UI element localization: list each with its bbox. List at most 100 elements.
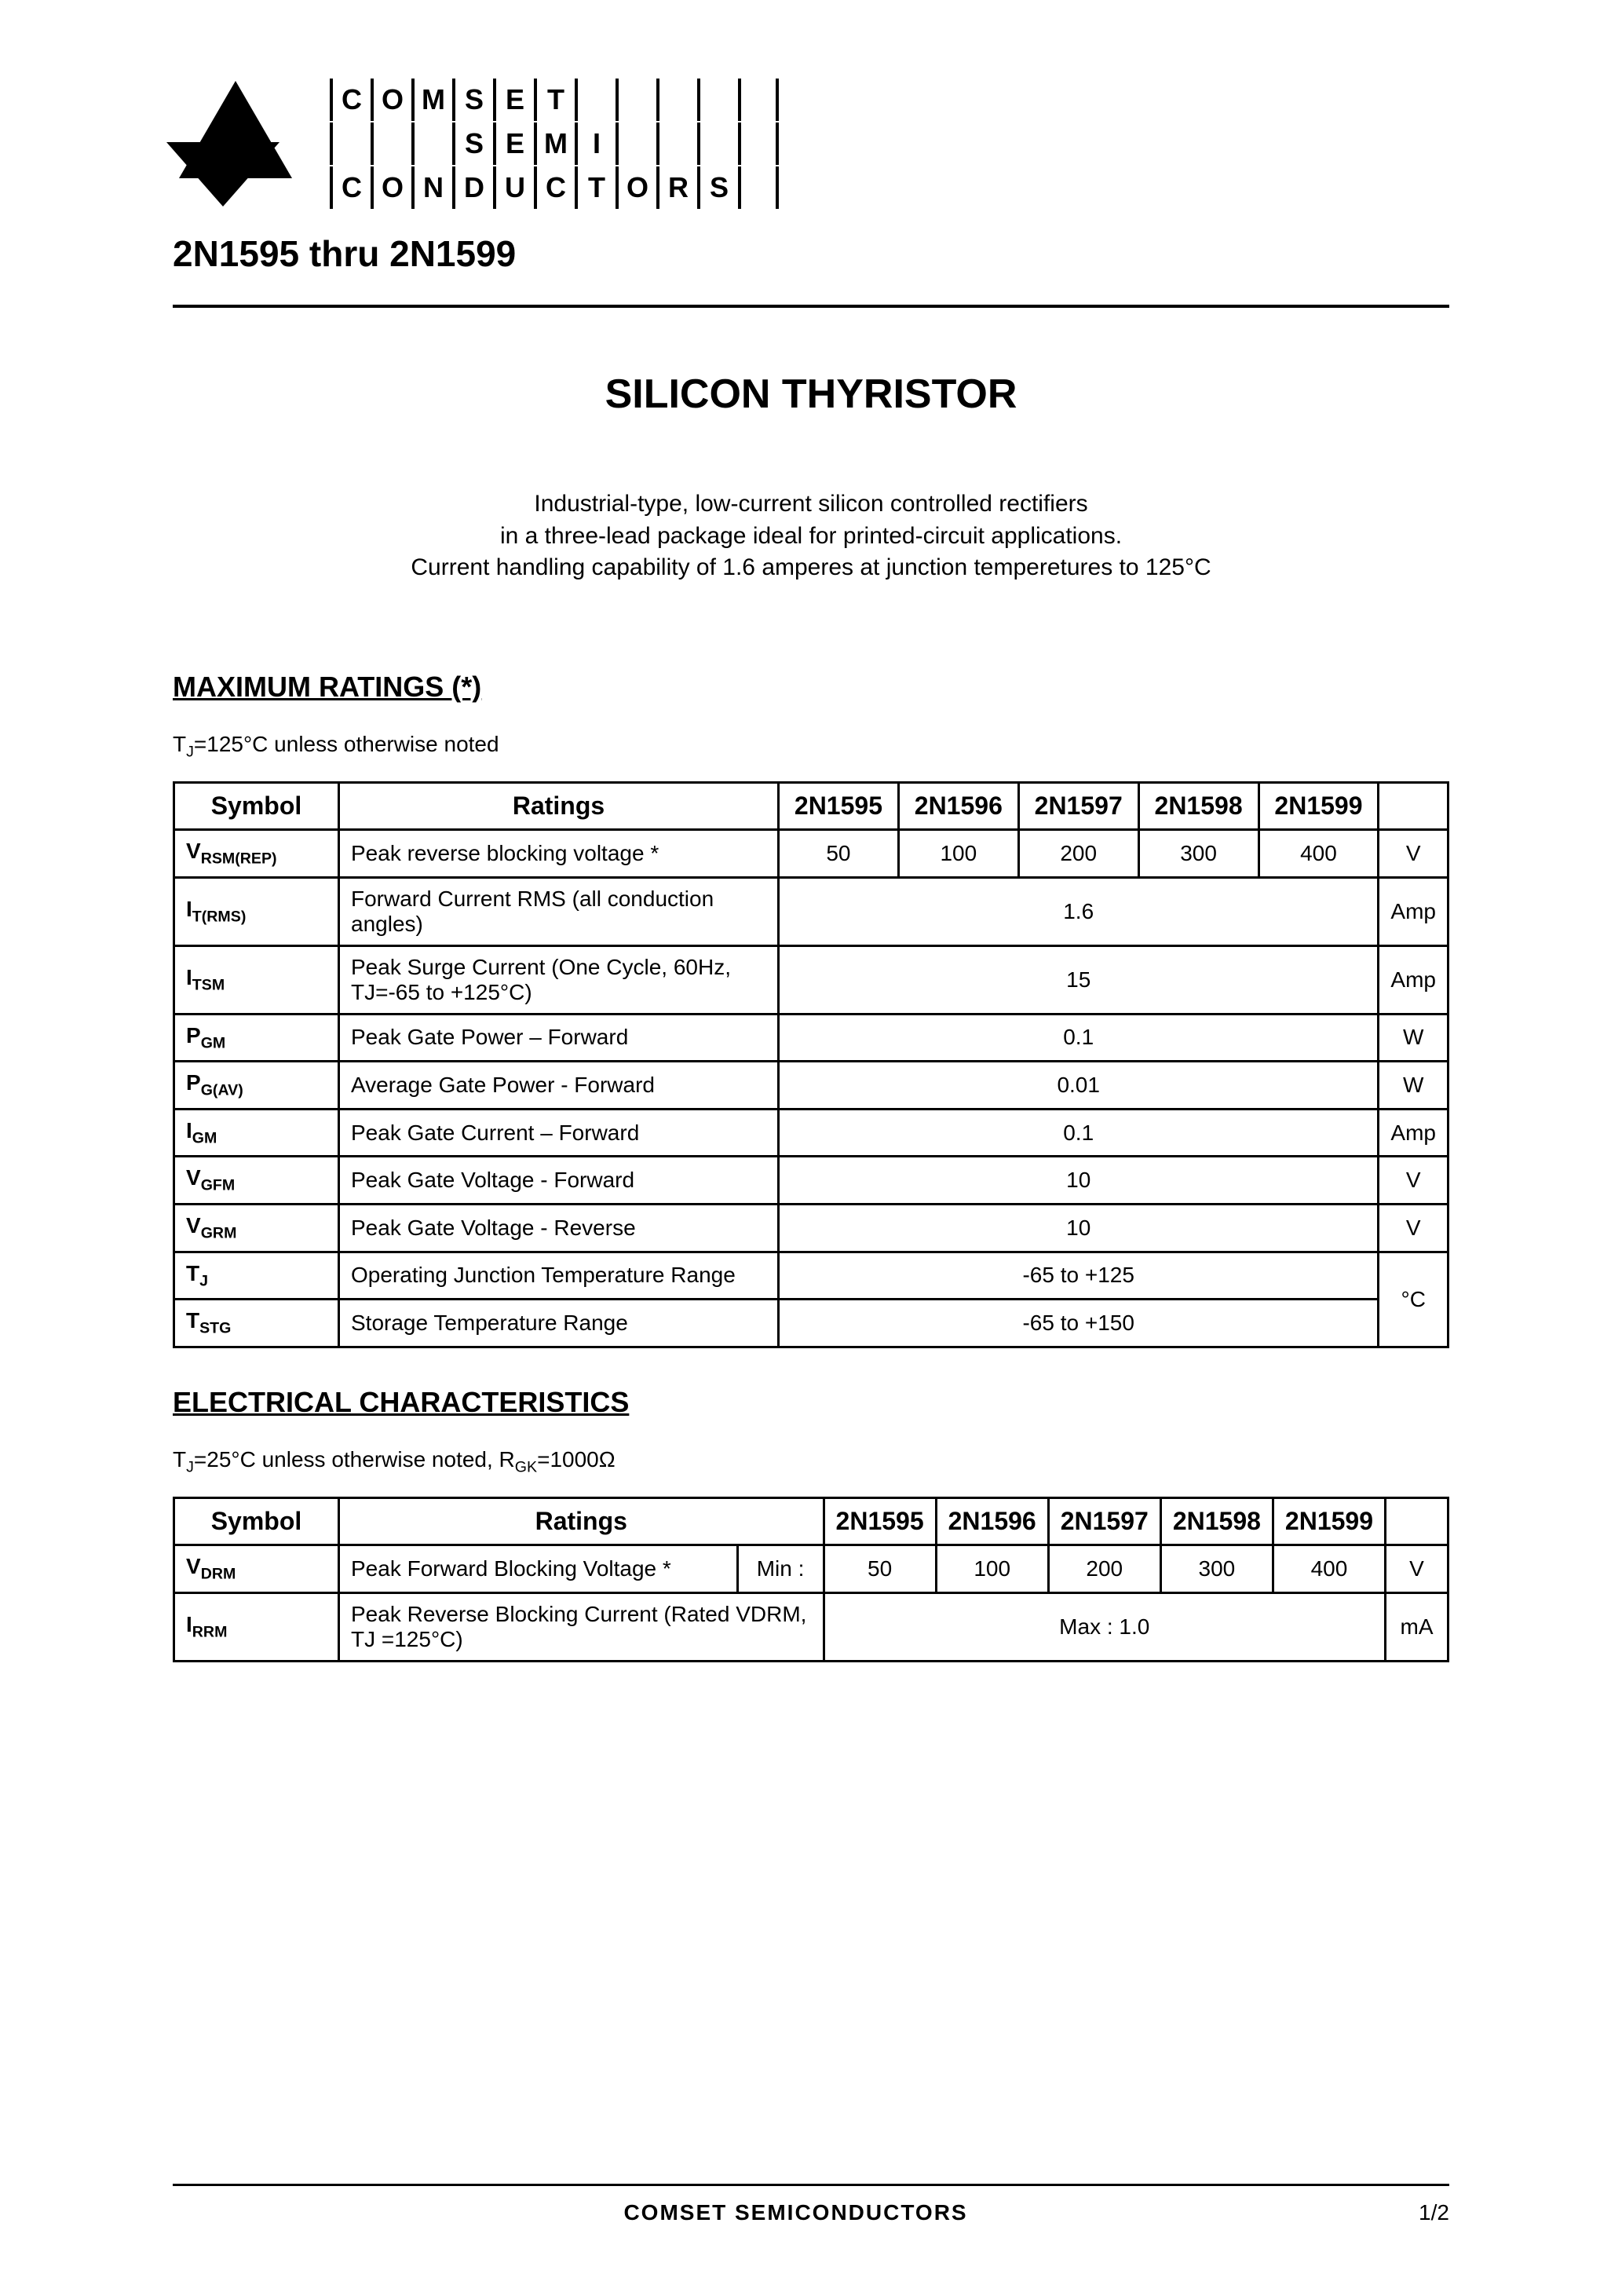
col-unit <box>1379 783 1448 830</box>
section-heading-electrical: ELECTRICAL CHARACTERISTICS <box>173 1386 1449 1419</box>
col-ratings: Ratings <box>339 1498 824 1545</box>
table-row: TJOperating Junction Temperature Range-6… <box>174 1252 1448 1300</box>
brand-letter: E <box>493 79 534 121</box>
value-cell: 10 <box>779 1205 1379 1252</box>
symbol-cell: VDRM <box>174 1545 339 1593</box>
symbol-cell: IRRM <box>174 1593 339 1662</box>
logo-triangles-icon <box>173 81 306 207</box>
col-part: 2N1597 <box>1048 1498 1160 1545</box>
brand-letter: S <box>452 79 493 121</box>
brand-letter <box>697 122 738 165</box>
note-text: =25°C unless otherwise noted, R <box>194 1447 515 1472</box>
col-part: 2N1599 <box>1259 783 1379 830</box>
brand-letter: U <box>493 166 534 209</box>
description-line: Current handling capability of 1.6 amper… <box>173 552 1449 584</box>
brand-letter <box>616 122 656 165</box>
value-cell: 100 <box>936 1545 1048 1593</box>
page-footer: COMSET SEMICONDUCTORS 1/2 <box>173 2184 1449 2225</box>
electrical-table: Symbol Ratings 2N1595 2N1596 2N1597 2N15… <box>173 1497 1449 1662</box>
table-row: IGMPeak Gate Current – Forward0.1Amp <box>174 1109 1448 1157</box>
note-sub: GK <box>515 1458 537 1475</box>
brand-letter-grid: C O M S E T S E M I C O <box>330 79 779 209</box>
table-row: PG(AV)Average Gate Power - Forward0.01W <box>174 1062 1448 1110</box>
brand-letter: O <box>616 166 656 209</box>
rating-cell: Peak Gate Power – Forward <box>339 1014 779 1062</box>
value-cell: 0.1 <box>779 1109 1379 1157</box>
brand-letter: O <box>371 166 411 209</box>
col-ratings: Ratings <box>339 783 779 830</box>
col-part: 2N1595 <box>779 783 899 830</box>
table-row: TSTGStorage Temperature Range-65 to +150 <box>174 1300 1448 1347</box>
unit-cell: °C <box>1379 1252 1448 1347</box>
max-ratings-table: Symbol Ratings 2N1595 2N1596 2N1597 2N15… <box>173 781 1449 1348</box>
rating-cell: Operating Junction Temperature Range <box>339 1252 779 1300</box>
table-row: ITSMPeak Surge Current (One Cycle, 60Hz,… <box>174 945 1448 1014</box>
brand-letter <box>738 166 779 209</box>
rating-cell: Forward Current RMS (all conduction angl… <box>339 877 779 945</box>
value-cell: 400 <box>1273 1545 1385 1593</box>
symbol-cell: VRSM(REP) <box>174 830 339 878</box>
description-block: Industrial-type, low-current silicon con… <box>173 488 1449 584</box>
unit-cell: W <box>1379 1014 1448 1062</box>
brand-letter <box>656 122 697 165</box>
part-number-range: 2N1595 thru 2N1599 <box>173 232 1449 275</box>
section-heading-max-ratings: MAXIMUM RATINGS (*) <box>173 671 1449 704</box>
brand-letter <box>371 122 411 165</box>
symbol-cell: VGFM <box>174 1157 339 1205</box>
rating-cell: Peak Surge Current (One Cycle, 60Hz, TJ=… <box>339 945 779 1014</box>
brand-letter: C <box>534 166 575 209</box>
brand-letter: T <box>534 79 575 121</box>
unit-cell: V <box>1379 830 1448 878</box>
brand-letter <box>656 79 697 121</box>
value-cell: 300 <box>1160 1545 1273 1593</box>
rating-cell: Peak Gate Voltage - Reverse <box>339 1205 779 1252</box>
brand-letter: O <box>371 79 411 121</box>
unit-cell: mA <box>1386 1593 1448 1662</box>
note-sub: J <box>186 1458 194 1475</box>
brand-letter <box>616 79 656 121</box>
brand-letter <box>738 79 779 121</box>
symbol-cell: TJ <box>174 1252 339 1300</box>
unit-cell: Amp <box>1379 945 1448 1014</box>
symbol-cell: ITSM <box>174 945 339 1014</box>
footer-rule <box>173 2184 1449 2186</box>
unit-cell: V <box>1379 1157 1448 1205</box>
rating-cell: Peak Gate Current – Forward <box>339 1109 779 1157</box>
brand-letter: I <box>575 122 616 165</box>
value-cell: 15 <box>779 945 1379 1014</box>
value-cell: 50 <box>779 830 899 878</box>
value-cell: 50 <box>824 1545 936 1593</box>
symbol-cell: PGM <box>174 1014 339 1062</box>
rating-cell: Peak Gate Voltage - Forward <box>339 1157 779 1205</box>
value-cell: -65 to +125 <box>779 1252 1379 1300</box>
brand-letter <box>575 79 616 121</box>
rating-cell: Peak Reverse Blocking Current (Rated VDR… <box>339 1593 824 1662</box>
brand-letter: M <box>534 122 575 165</box>
unit-cell: V <box>1379 1205 1448 1252</box>
rating-cell: Storage Temperature Range <box>339 1300 779 1347</box>
rating-cell: Average Gate Power - Forward <box>339 1062 779 1110</box>
col-part: 2N1596 <box>898 783 1018 830</box>
description-line: in a three-lead package ideal for printe… <box>173 521 1449 553</box>
value-cell: Max : 1.0 <box>824 1593 1385 1662</box>
header-rule <box>173 305 1449 308</box>
symbol-cell: TSTG <box>174 1300 339 1347</box>
col-part: 2N1598 <box>1138 783 1259 830</box>
value-cell: 400 <box>1259 830 1379 878</box>
col-symbol: Symbol <box>174 783 339 830</box>
table-row: IT(RMS)Forward Current RMS (all conducti… <box>174 877 1448 945</box>
brand-letter <box>411 122 452 165</box>
brand-letter: N <box>411 166 452 209</box>
brand-letter <box>738 122 779 165</box>
unit-cell: W <box>1379 1062 1448 1110</box>
note-text: =125°C unless otherwise noted <box>194 732 499 756</box>
symbol-cell: PG(AV) <box>174 1062 339 1110</box>
value-cell: 0.1 <box>779 1014 1379 1062</box>
col-part: 2N1598 <box>1160 1498 1273 1545</box>
table-row: PGMPeak Gate Power – Forward0.1W <box>174 1014 1448 1062</box>
value-cell: 200 <box>1018 830 1138 878</box>
brand-letter: E <box>493 122 534 165</box>
unit-cell: Amp <box>1379 877 1448 945</box>
note-text: T <box>173 732 186 756</box>
document-title: SILICON THYRISTOR <box>173 371 1449 418</box>
